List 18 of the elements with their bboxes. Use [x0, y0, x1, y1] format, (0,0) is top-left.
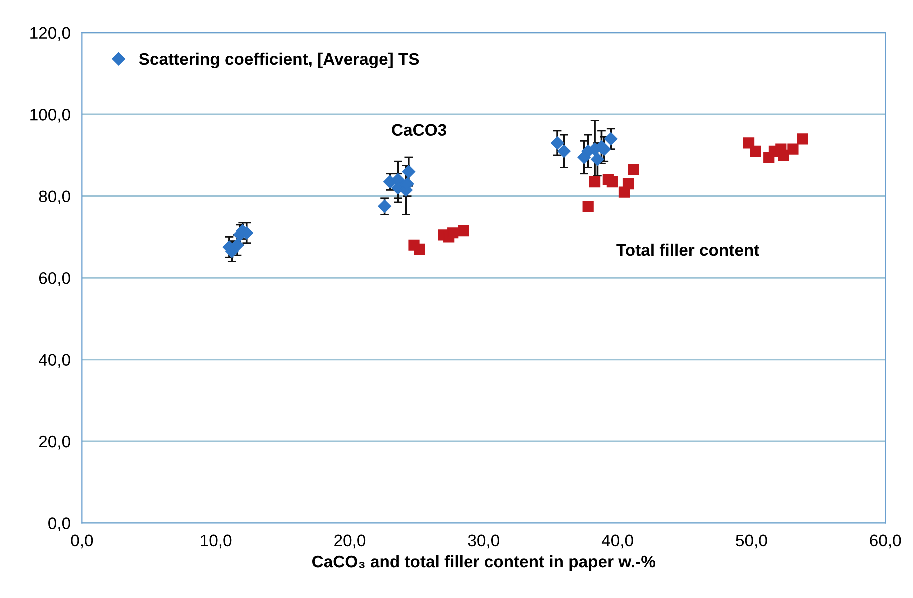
- x-tick-label: 40,0: [602, 534, 634, 549]
- y-tick-label: 40,0: [39, 354, 70, 368]
- annotation: CaCO3: [392, 124, 446, 136]
- y-tick-label: 0,0: [48, 518, 70, 532]
- y-tick-label: 60,0: [39, 272, 70, 286]
- annotation: Total filler content: [616, 244, 760, 256]
- y-tick-label: 80,0: [39, 190, 70, 205]
- y-tick-label: 20,0: [39, 436, 70, 450]
- x-tick-label: 0,0: [71, 534, 94, 549]
- x-tick-label: 10,0: [201, 534, 232, 549]
- y-tick-label: 120,0: [30, 27, 70, 42]
- x-tick-label: 50,0: [736, 534, 768, 549]
- x-axis-title: CaCO₃ and total filler content in paper w.-%: [312, 555, 656, 571]
- x-tick-label: 30,0: [468, 534, 500, 549]
- x-tick-label: 60,0: [870, 534, 902, 549]
- y-tick-label: 100,0: [30, 109, 70, 123]
- legend-label: Scattering coefficient, [Average] TS: [139, 52, 420, 68]
- x-tick-label: 20,0: [334, 534, 366, 549]
